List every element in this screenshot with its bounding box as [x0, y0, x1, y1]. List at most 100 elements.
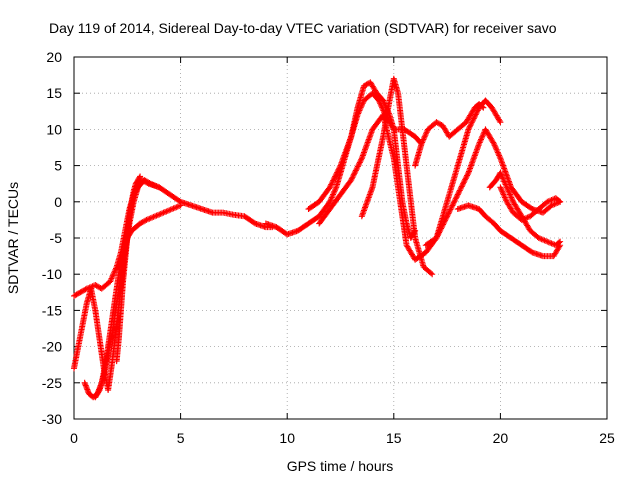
data-point — [421, 135, 428, 142]
data-point — [360, 82, 367, 89]
data-point — [377, 100, 384, 107]
data-point — [107, 278, 114, 285]
data-point — [376, 98, 383, 105]
data-point — [500, 191, 507, 198]
data-point — [438, 225, 445, 232]
data-point — [352, 168, 359, 175]
y-tick-label: -5 — [50, 230, 63, 246]
data-point — [377, 101, 384, 108]
data-point — [150, 181, 157, 188]
data-point — [469, 118, 476, 125]
data-point — [326, 184, 333, 191]
data-point — [327, 182, 334, 189]
data-point — [156, 211, 163, 218]
data-point — [173, 204, 180, 211]
data-point — [174, 203, 181, 210]
data-point — [137, 220, 144, 227]
data-point — [160, 209, 167, 216]
data-point — [355, 109, 362, 116]
data-point — [494, 149, 501, 156]
data-point — [458, 184, 465, 191]
x-tick-label: 0 — [70, 430, 78, 446]
data-point — [79, 287, 86, 294]
data-point — [163, 208, 170, 215]
data-point — [92, 282, 99, 289]
data-point — [502, 195, 509, 202]
data-point — [477, 136, 484, 143]
data-point — [457, 186, 464, 193]
data-point — [476, 139, 483, 146]
data-point — [421, 133, 428, 140]
data-point — [461, 177, 468, 184]
data-point — [440, 220, 447, 227]
data-point — [147, 180, 154, 187]
data-point — [499, 188, 506, 195]
data-point — [359, 101, 366, 108]
data-point — [505, 187, 512, 194]
y-tick-label: 20 — [46, 49, 62, 65]
data-point — [149, 181, 156, 188]
data-point — [448, 205, 455, 212]
data-point — [494, 148, 501, 155]
data-point — [549, 201, 556, 208]
data-point — [459, 182, 466, 189]
data-point — [326, 198, 333, 205]
data-point — [142, 217, 149, 224]
data-point — [460, 180, 467, 187]
data-point — [348, 177, 355, 184]
data-point — [330, 190, 337, 197]
data-point — [491, 140, 498, 147]
data-point — [492, 145, 499, 152]
data-point — [501, 179, 508, 186]
data-point — [503, 182, 510, 189]
data-point — [109, 274, 116, 281]
data-point — [74, 290, 81, 297]
data-point — [450, 201, 457, 208]
data-point — [164, 207, 171, 214]
data-point — [433, 119, 440, 126]
data-point — [418, 140, 425, 147]
data-point — [167, 206, 174, 213]
data-point — [153, 212, 160, 219]
data-point — [522, 215, 529, 222]
data-point — [140, 218, 147, 225]
data-point — [335, 166, 342, 173]
data-point — [153, 183, 160, 190]
data-point — [149, 214, 156, 221]
data-point — [352, 167, 359, 174]
data-point — [471, 114, 478, 121]
data-point — [331, 187, 338, 194]
data-point — [445, 210, 452, 217]
y-tick-label: -15 — [42, 302, 62, 318]
data-point — [507, 193, 514, 200]
data-point — [498, 185, 505, 192]
data-point — [359, 100, 366, 107]
data-point — [419, 137, 426, 144]
data-point — [82, 286, 89, 293]
data-point — [464, 171, 471, 178]
data-point — [435, 230, 442, 237]
data-point — [454, 192, 461, 199]
data-point — [463, 173, 470, 180]
chart-title: Day 119 of 2014, Sidereal Day-to-day VTE… — [49, 20, 557, 36]
data-point — [152, 213, 159, 220]
data-point — [157, 210, 164, 217]
data-point — [548, 196, 555, 203]
data-point — [434, 119, 441, 126]
data-point — [479, 132, 486, 139]
data-point — [328, 195, 335, 202]
data-point — [331, 188, 338, 195]
data-point — [429, 271, 436, 278]
data-point — [349, 174, 356, 181]
data-point — [506, 191, 513, 198]
data-point — [453, 194, 460, 201]
data-point — [348, 175, 355, 182]
x-tick-label: 20 — [493, 430, 509, 446]
data-point — [540, 236, 547, 243]
data-point — [501, 193, 508, 200]
data-point — [171, 204, 178, 211]
data-point — [328, 180, 335, 187]
data-point — [462, 175, 469, 182]
data-point — [354, 111, 361, 118]
